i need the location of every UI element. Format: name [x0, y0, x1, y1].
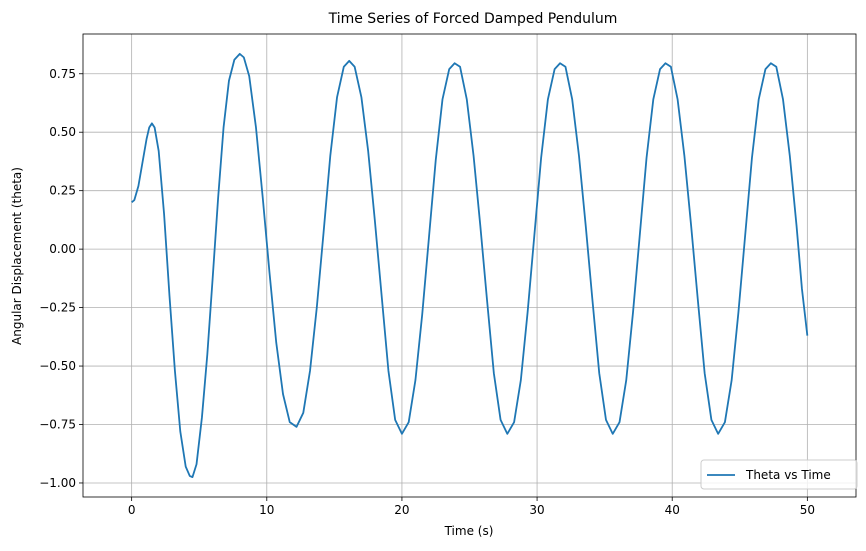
x-axis-ticks: 0 10 20 30 40 50 — [128, 497, 815, 517]
legend: Theta vs Time — [700, 459, 858, 490]
y-tick-label: 0.25 — [49, 184, 76, 198]
legend-label: Theta vs Time — [745, 468, 831, 482]
x-tick-label: 10 — [259, 503, 274, 517]
grid — [83, 34, 856, 497]
plot-frame — [82, 33, 857, 498]
y-tick-label: 0.75 — [49, 67, 76, 81]
y-tick-label: −0.50 — [39, 359, 76, 373]
series-line-theta — [131, 52, 809, 479]
x-tick-label: 20 — [394, 503, 409, 517]
y-tick-label: −1.00 — [39, 476, 76, 490]
y-tick-label: 0.00 — [49, 242, 76, 256]
y-tick-label: −0.25 — [39, 301, 76, 315]
x-tick-label: 0 — [128, 503, 136, 517]
chart-title: Time Series of Forced Damped Pendulum — [328, 11, 618, 27]
series-layer — [131, 52, 809, 479]
x-tick-label: 40 — [665, 503, 680, 517]
x-tick-label: 50 — [800, 503, 815, 517]
x-axis-label: Time (s) — [444, 524, 494, 538]
y-axis-label: Angular Displacement (theta) — [10, 167, 24, 345]
y-tick-label: 0.50 — [49, 125, 76, 139]
y-tick-label: −0.75 — [39, 418, 76, 432]
legend-box — [700, 459, 858, 490]
x-tick-label: 30 — [529, 503, 544, 517]
y-axis-ticks: −1.00 −0.75 −0.50 −0.25 0.00 0.25 0.50 0.75 — [39, 67, 83, 490]
